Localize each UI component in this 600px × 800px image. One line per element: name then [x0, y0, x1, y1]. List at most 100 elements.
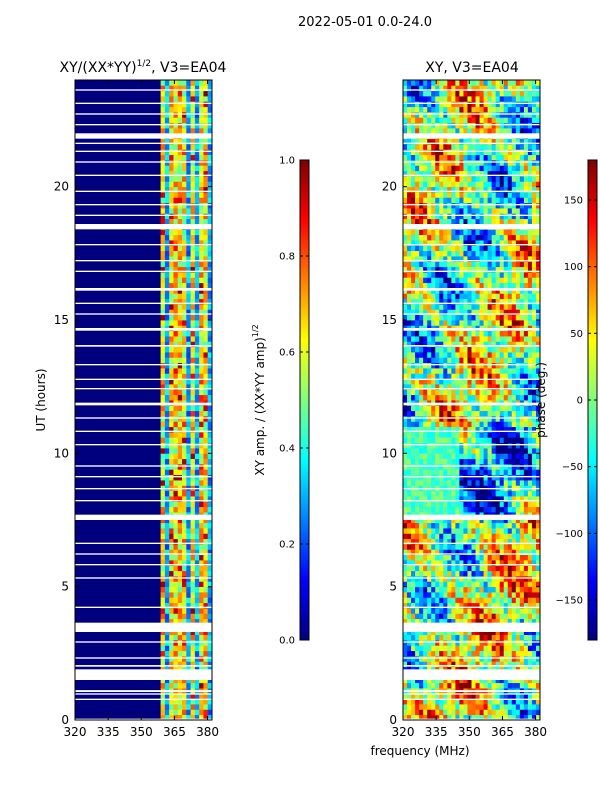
- heatmap-cell: [447, 176, 452, 182]
- heatmap-cell: [443, 544, 448, 550]
- heatmap-cell: [169, 709, 174, 716]
- heatmap-cell: [459, 282, 464, 289]
- heatmap-cell: [415, 682, 420, 689]
- heatmap-cell: [194, 629, 200, 636]
- heatmap-cell: [535, 330, 541, 337]
- heatmap-cell: [527, 570, 533, 577]
- heatmap-cell: [164, 128, 170, 134]
- heatmap-cell: [475, 704, 480, 710]
- heatmap-cell: [186, 362, 191, 369]
- heatmap-cell: [207, 522, 213, 529]
- heatmap-cell: [447, 346, 452, 353]
- heatmap-cell: [523, 277, 529, 284]
- heatmap-cell: [186, 640, 191, 646]
- heatmap-cell: [487, 346, 493, 353]
- heatmap-cell: [403, 597, 408, 604]
- heatmap-cell: [511, 378, 517, 385]
- heatmap-cell: [483, 432, 489, 438]
- heatmap-cell: [173, 378, 179, 385]
- heatmap-cell: [169, 698, 174, 705]
- heatmap-cell: [511, 640, 517, 646]
- heatmap-cell: [451, 496, 456, 502]
- heatmap-cell: [499, 218, 505, 225]
- heatmap-cell: [186, 373, 191, 380]
- heatmap-cell: [503, 581, 509, 588]
- heatmap-cell: [467, 362, 472, 369]
- heatmap-cell: [531, 389, 537, 396]
- heatmap-cell: [467, 208, 472, 214]
- heatmap-cell: [403, 517, 408, 524]
- heatmap-cell: [194, 85, 200, 92]
- heatmap-cell: [435, 501, 440, 508]
- heatmap-cell: [194, 544, 200, 550]
- heatmap-cell: [451, 570, 456, 577]
- heatmap-cell: [194, 160, 200, 166]
- heatmap-cell: [199, 410, 204, 417]
- heatmap-cell: [531, 698, 537, 705]
- heatmap-cell: [435, 261, 440, 268]
- heatmap-cell: [475, 352, 480, 358]
- heatmap-cell: [186, 533, 191, 540]
- heatmap-cell: [471, 586, 476, 593]
- heatmap-cell: [164, 501, 170, 508]
- heatmap-cell: [455, 442, 460, 449]
- heatmap-cell: [447, 410, 452, 417]
- heatmap-cell: [190, 256, 196, 262]
- heatmap-cell: [523, 453, 529, 460]
- heatmap-cell: [527, 218, 533, 225]
- heatmap-cell: [483, 608, 489, 614]
- heatmap-cell: [531, 453, 537, 460]
- heatmap-cell: [507, 368, 513, 374]
- heatmap-cell: [427, 693, 432, 700]
- heatmap-cell: [431, 277, 436, 284]
- heatmap-cell: [471, 202, 476, 209]
- heatmap-cell: [169, 266, 174, 273]
- heatmap-cell: [169, 341, 174, 348]
- heatmap-cell: [439, 176, 444, 182]
- heatmap-cell: [186, 554, 191, 561]
- heatmap-cell: [491, 650, 497, 657]
- heatmap-cell: [411, 394, 416, 401]
- heatmap-cell: [491, 693, 497, 700]
- heatmap-cell: [169, 565, 174, 572]
- heatmap-cell: [447, 576, 452, 582]
- heatmap-cell: [427, 677, 432, 684]
- heatmap-cell: [527, 453, 533, 460]
- heatmap-cell: [523, 309, 529, 316]
- heatmap-cell: [199, 266, 204, 273]
- heatmap-cell: [190, 592, 196, 598]
- heatmap-cell: [523, 677, 529, 684]
- heatmap-cell: [203, 85, 209, 92]
- heatmap-cell: [207, 656, 213, 662]
- heatmap-cell: [411, 533, 416, 540]
- heatmap-cell: [535, 389, 541, 396]
- heatmap-cell: [203, 565, 209, 572]
- heatmap-cell: [431, 288, 436, 294]
- heatmap-cell: [487, 714, 493, 721]
- heatmap-cell: [463, 592, 468, 598]
- heatmap-cell: [459, 640, 464, 646]
- heatmap-cell: [519, 645, 525, 652]
- heatmap-cell: [467, 682, 472, 689]
- heatmap-cell: [164, 581, 170, 588]
- heatmap-cell: [419, 613, 424, 620]
- heatmap-cell: [531, 650, 537, 657]
- heatmap-cell: [535, 549, 541, 556]
- heatmap-cell: [419, 576, 424, 582]
- heatmap-cell: [160, 384, 166, 390]
- heatmap-cell: [435, 357, 440, 364]
- heatmap-cell: [499, 554, 505, 561]
- heatmap-cell: [403, 693, 408, 700]
- heatmap-cell: [479, 704, 484, 710]
- heatmap-cell: [423, 565, 428, 572]
- heatmap-cell: [515, 234, 521, 241]
- heatmap-cell: [164, 117, 170, 124]
- heatmap-cell: [182, 442, 187, 449]
- heatmap-cell: [483, 586, 489, 593]
- heatmap-cell: [207, 538, 213, 545]
- heatmap-cell: [463, 565, 468, 572]
- heatmap-cell: [403, 405, 408, 412]
- heatmap-cell: [459, 421, 464, 428]
- heatmap-cell: [467, 661, 472, 668]
- heatmap-cell: [423, 501, 428, 508]
